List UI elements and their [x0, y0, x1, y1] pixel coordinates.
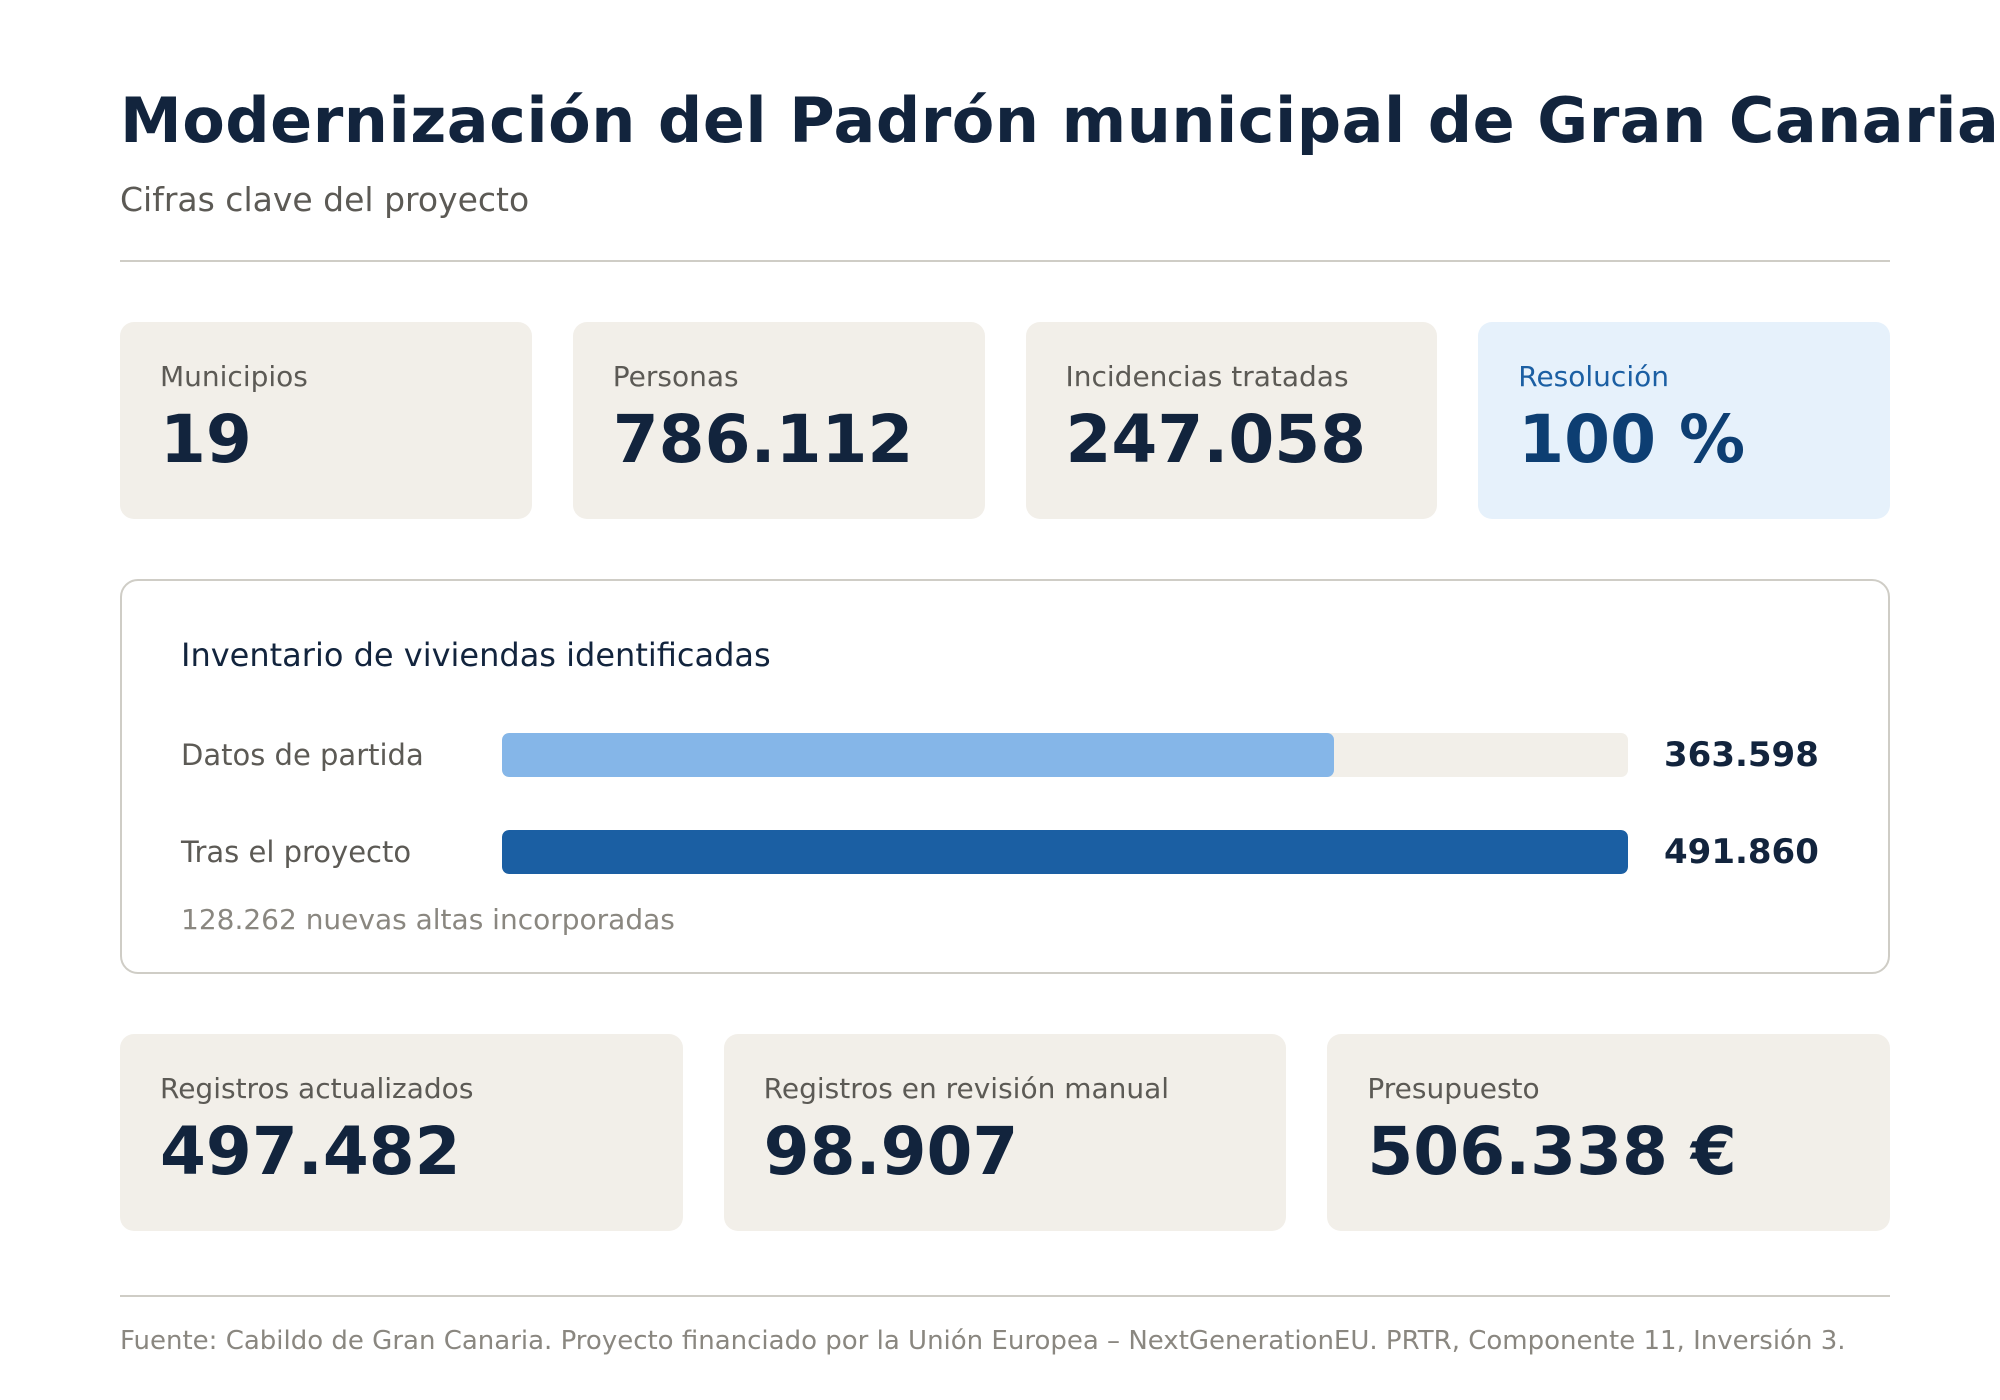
bar-fill: [502, 733, 1335, 777]
inventory-panel: Inventario de viviendas identificadas Da…: [120, 579, 1890, 974]
kpi-value: 786.112: [612, 400, 914, 478]
kpi-row-bottom: Registros actualizados 497.482 Registros…: [120, 1034, 1891, 1231]
page-subtitle: Cifras clave del proyecto: [120, 180, 530, 219]
kpi-card-registros-actualizados: Registros actualizados 497.482: [120, 1034, 683, 1231]
kpi-row-top: Municipios 19 Personas 786.112 Incidenci…: [120, 322, 1890, 519]
page-title: Modernización del Padrón municipal de Gr…: [120, 84, 2000, 157]
kpi-value: 497.482: [160, 1112, 461, 1190]
bar-track: [502, 830, 1628, 874]
source-note: Fuente: Cabildo de Gran Canaria. Proyect…: [120, 1326, 1846, 1356]
kpi-value: 247.058: [1065, 400, 1367, 478]
inventory-title: Inventario de viviendas identificadas: [181, 636, 771, 674]
kpi-card-resolucion: Resolución 100 %: [1478, 322, 1890, 519]
kpi-label: Resolución: [1518, 360, 1669, 393]
bar-fill: [502, 830, 1628, 874]
header-divider: [120, 260, 1890, 262]
bar-label: Datos de partida: [181, 738, 424, 772]
kpi-card-municipios: Municipios 19: [120, 322, 532, 519]
inventory-note: 128.262 nuevas altas incorporadas: [181, 903, 675, 936]
kpi-label: Municipios: [160, 360, 308, 393]
bar-value: 363.598: [1664, 735, 1819, 775]
bar-label: Tras el proyecto: [181, 835, 412, 869]
bar-row-tras-proyecto: Tras el proyecto 491.860: [181, 829, 1831, 875]
kpi-value: 19: [160, 400, 252, 478]
bar-value: 491.860: [1664, 832, 1819, 872]
kpi-label: Registros en revisión manual: [763, 1072, 1170, 1105]
kpi-label: Incidencias tratadas: [1065, 360, 1349, 393]
kpi-label: Personas: [612, 360, 739, 393]
kpi-label: Registros actualizados: [160, 1072, 474, 1105]
kpi-card-presupuesto: Presupuesto 506.338 €: [1327, 1034, 1891, 1231]
footer-divider: [120, 1295, 1890, 1297]
kpi-card-revision-manual: Registros en revisión manual 98.907: [723, 1034, 1287, 1231]
kpi-label: Presupuesto: [1367, 1072, 1540, 1105]
bar-track: [502, 733, 1628, 777]
kpi-value: 98.907: [763, 1112, 1019, 1190]
kpi-card-incidencias: Incidencias tratadas 247.058: [1025, 322, 1438, 519]
kpi-value: 506.338 €: [1367, 1112, 1737, 1190]
bar-row-datos-partida: Datos de partida 363.598: [181, 732, 1831, 778]
kpi-value: 100 %: [1518, 400, 1746, 478]
kpi-card-personas: Personas 786.112: [572, 322, 985, 519]
